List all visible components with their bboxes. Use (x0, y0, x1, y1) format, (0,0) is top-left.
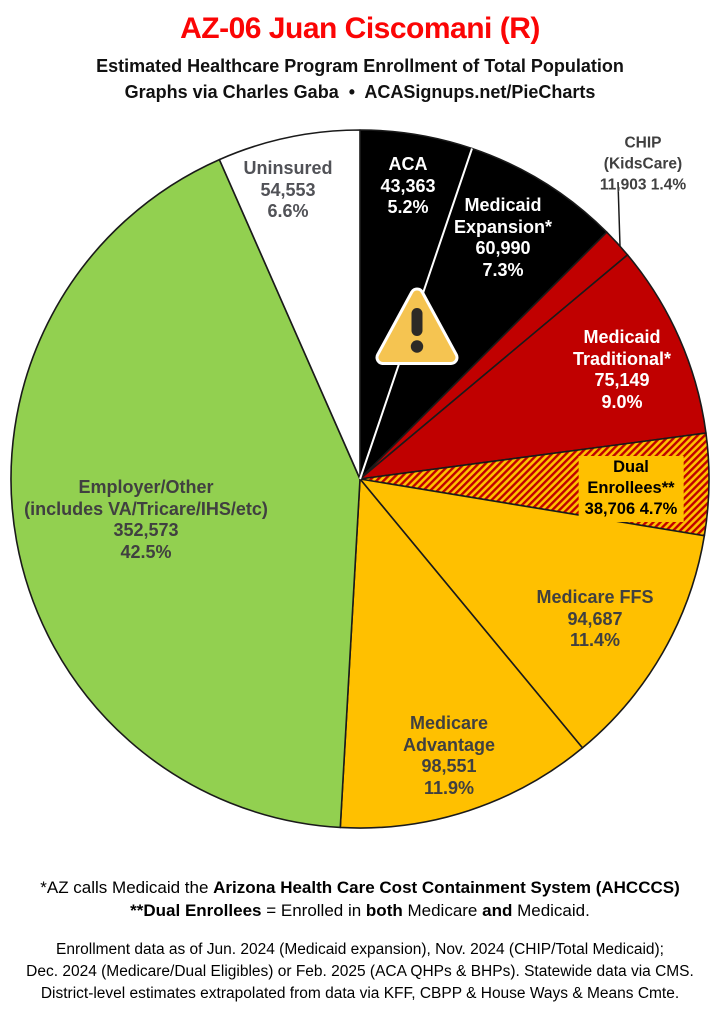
pie-slice-medicare-ffs (359, 478, 706, 749)
subtitle-line-1: Estimated Healthcare Program Enrollment … (96, 56, 624, 76)
slice-pct: 6.6% (267, 200, 309, 221)
slice-name: Medicare FFS (536, 586, 654, 607)
slice-pct: 4.7% (639, 500, 678, 518)
chip-leader-line (617, 181, 621, 247)
slice-pct: 42.5% (120, 541, 172, 562)
page-title: AZ-06 Juan Ciscomani (R) (180, 12, 540, 45)
slice-value: 352,573 (113, 520, 179, 540)
slice-name: ACA (388, 153, 428, 174)
slice-name: Medicaid Expansion* (453, 195, 553, 237)
slice-value: 54,553 (260, 179, 316, 200)
slice-name: Employer/Other (includes VA/Tricare/IHS/… (24, 477, 268, 519)
slice-name: Uninsured (243, 157, 333, 178)
slice-label-medicaid-expansion: Medicaid Expansion* 60,990 7.3% (454, 195, 552, 281)
slice-value: 98,551 (421, 756, 477, 776)
pie-slices-group (10, 129, 710, 829)
slice-pct: 7.3% (482, 259, 524, 280)
slice-label-dual-enrollees: Dual Enrollees** 38,706 4.7% (578, 456, 684, 522)
footnote-text: = Enrolled in (261, 901, 366, 920)
slice-value: 60,990 (475, 238, 531, 258)
pie-slice-uninsured (218, 129, 361, 480)
footnote-text-bold: **Dual Enrollees (130, 901, 262, 920)
slice-label-aca: ACA 43,363 5.2% (380, 154, 435, 219)
slice-label-employer-other: Employer/Other (includes VA/Tricare/IHS/… (24, 477, 268, 563)
data-source-notes: Enrollment data as of Jun. 2024 (Medicai… (0, 939, 720, 1005)
slice-pct: 9.0% (601, 391, 643, 412)
footnote-text-bold: both (365, 901, 403, 920)
slice-value: 75,149 (594, 370, 650, 390)
footnote-text-bold: Arizona Health Care Cost Containment Sys… (213, 878, 680, 897)
slice-value-pct: 11,903 1.4% (600, 175, 686, 196)
slice-label-medicare-ffs: Medicare FFS 94,687 11.4% (536, 587, 653, 652)
footnote-text: *AZ calls Medicaid the (40, 878, 214, 897)
slice-name: Medicare Advantage (402, 713, 496, 755)
pie-slice-employer-other-includes-va-tricare-ihs-etc (10, 158, 361, 829)
slice-pct: 5.2% (387, 196, 429, 217)
slice-name: Dual Enrollees** (587, 458, 675, 497)
data-note-line-1: Enrollment data as of Jun. 2024 (Medicai… (56, 941, 664, 958)
slice-value-pct: 38,706 4.7% (585, 499, 678, 520)
footnote-ahcccs: *AZ calls Medicaid the Arizona Health Ca… (0, 876, 720, 899)
slice-name: Medicaid Traditional* (572, 327, 672, 369)
footnote-text: Medicaid. (512, 901, 590, 920)
pie-slice-medicaid-traditional (359, 254, 707, 480)
footnote-text-bold: and (482, 901, 513, 920)
slice-pct: 1.4% (650, 176, 687, 194)
slice-value: 43,363 (380, 175, 436, 196)
slice-value: 94,687 (567, 608, 623, 629)
slice-value: 11,903 (599, 176, 647, 194)
slice-pct: 11.9% (423, 777, 475, 798)
slice-label-medicaid-traditional: Medicaid Traditional* 75,149 9.0% (573, 327, 671, 413)
header: AZ-06 Juan Ciscomani (R) Estimated Healt… (0, 0, 720, 105)
slice-pct: 11.4% (569, 629, 621, 650)
slice-label-uninsured: Uninsured 54,553 6.6% (243, 158, 332, 223)
pie-slice-medicare-advantage (339, 478, 584, 829)
warning-icon (375, 287, 459, 365)
footnote-text: Medicare (402, 901, 483, 920)
data-note-line-3: District-level estimates extrapolated fr… (40, 985, 680, 1002)
slice-name: CHIP (KidsCare) (603, 134, 683, 173)
slice-label-chip: CHIP (KidsCare) 11,903 1.4% (600, 133, 686, 196)
footnotes: *AZ calls Medicaid the Arizona Health Ca… (0, 876, 720, 922)
footnote-dual: **Dual Enrollees = Enrolled in both Medi… (0, 899, 720, 922)
slice-value: 38,706 (584, 500, 636, 518)
pie-slice-medicaid-expansion (359, 147, 608, 480)
data-note-line-2: Dec. 2024 (Medicare/Dual Eligibles) or F… (26, 963, 694, 980)
subtitle-line-2: Graphs via Charles Gaba • ACASignups.net… (124, 82, 596, 102)
subtitle: Estimated Healthcare Program Enrollment … (0, 53, 720, 105)
slice-label-medicare-advantage: Medicare Advantage 98,551 11.9% (403, 713, 495, 799)
